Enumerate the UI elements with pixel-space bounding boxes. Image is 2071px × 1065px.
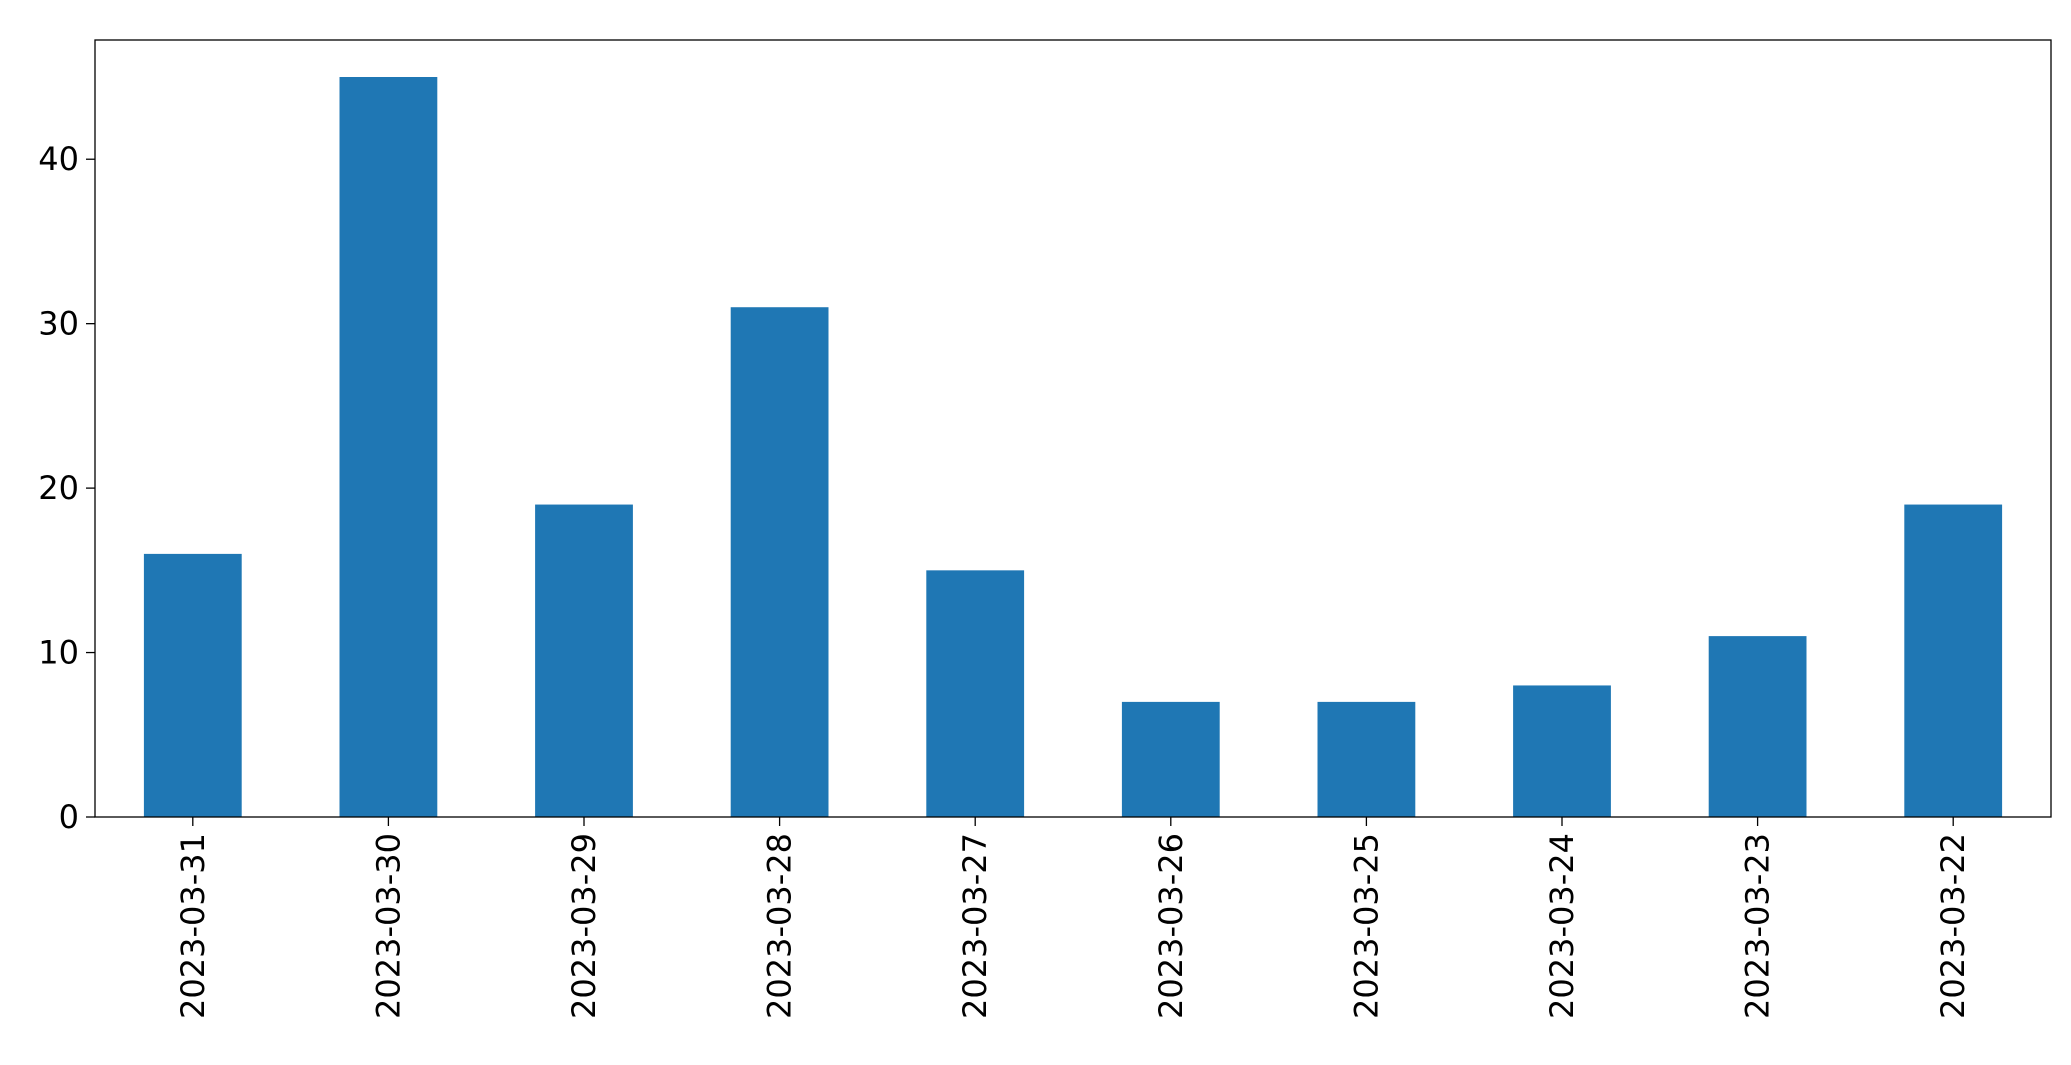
x-tick-label: 2023-03-27 xyxy=(956,833,994,1019)
y-tick-label: 40 xyxy=(38,140,79,178)
x-tick-label: 2023-03-30 xyxy=(369,833,407,1019)
x-tick-label: 2023-03-31 xyxy=(174,833,212,1019)
y-tick-label: 10 xyxy=(38,634,79,672)
bar xyxy=(730,307,829,817)
y-tick-label: 20 xyxy=(38,469,79,507)
x-tick-label: 2023-03-26 xyxy=(1152,833,1190,1019)
x-tick-label: 2023-03-23 xyxy=(1739,833,1777,1019)
bar xyxy=(1708,636,1807,817)
x-tick-label: 2023-03-29 xyxy=(565,833,603,1019)
bar xyxy=(535,504,633,817)
bar xyxy=(1513,685,1611,817)
x-tick-label: 2023-03-25 xyxy=(1347,833,1385,1019)
x-tick-label: 2023-03-28 xyxy=(761,833,799,1019)
y-tick-label: 0 xyxy=(59,798,79,836)
bar xyxy=(1121,701,1220,817)
bar xyxy=(1317,701,1416,817)
bar xyxy=(1904,504,2003,817)
bar xyxy=(339,77,438,817)
bar xyxy=(926,570,1025,817)
plot-frame xyxy=(94,39,2052,818)
bar xyxy=(143,553,242,817)
x-tick-label: 2023-03-24 xyxy=(1543,833,1581,1019)
x-tick-label: 2023-03-22 xyxy=(1934,833,1972,1019)
y-tick-label: 30 xyxy=(38,305,79,343)
